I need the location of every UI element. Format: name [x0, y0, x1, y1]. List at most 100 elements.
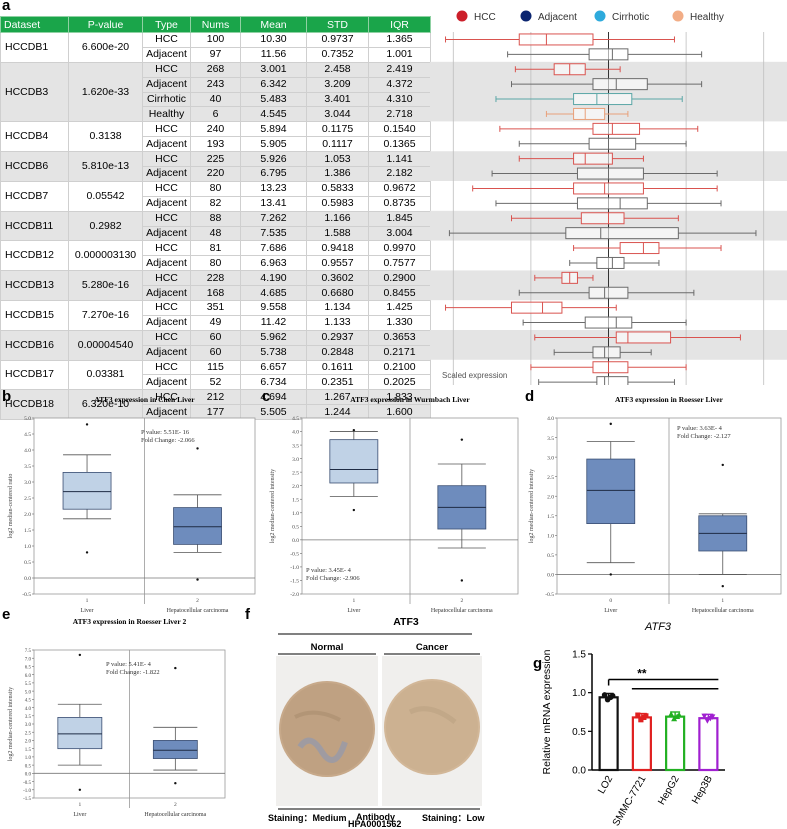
- ytick-label: 1.0: [292, 511, 299, 517]
- ihc-antibody-id: HPA0001562: [348, 819, 402, 829]
- legend-marker-adjacent: [520, 10, 532, 22]
- stat-annotation: P value: 5.51E- 16: [141, 429, 190, 436]
- table-row: Adjacent 168 4.685 0.6680 0.8455: [1, 285, 431, 302]
- cell-type: HCC: [142, 210, 191, 227]
- xtick-label: Hepatocellular carcinoma: [431, 608, 493, 614]
- ytick-label: 0.0: [292, 538, 299, 544]
- ytick-label: 3.0: [292, 457, 299, 463]
- ytick-label: 4.5: [24, 432, 31, 438]
- bar-hepg2: [665, 715, 686, 772]
- cell-std: 0.1175: [306, 121, 369, 138]
- legend-marker-hcc: [456, 10, 468, 22]
- ytick-label: 7.5: [25, 649, 32, 654]
- forest-box: [619, 242, 660, 255]
- col-pvalue: P-value: [68, 16, 143, 33]
- cell-nums: 48: [190, 225, 241, 242]
- ytick-label: 6.0: [25, 674, 32, 679]
- xtick-label: Hepatocellular carcinoma: [692, 608, 754, 614]
- cell-dataset: HCCDB7: [0, 180, 69, 212]
- ytick-label: -1.0: [23, 789, 31, 794]
- ihc-staining-cancer: Staining：Low: [422, 813, 485, 823]
- ytick-label: 3.0: [25, 723, 32, 728]
- outlier: [196, 578, 199, 581]
- cell-iqr: 1.425: [368, 300, 431, 316]
- cell-std: 1.588: [306, 225, 369, 242]
- cell-std: 1.386: [306, 166, 369, 182]
- cell-dataset: HCCDB4: [0, 121, 69, 153]
- ytick-label: 1.5: [572, 650, 586, 661]
- stat-annotation: Fold Change: -2.127: [677, 433, 731, 440]
- legend-label: Cirrhotic: [612, 12, 649, 23]
- cell-iqr: 4.310: [368, 91, 431, 108]
- cell-type: Adjacent: [142, 76, 191, 93]
- cell-iqr: 0.9672: [368, 180, 431, 197]
- ytick-label: -0.5: [545, 592, 554, 598]
- table-row: Adjacent 60 5.738 0.2848 0.2171: [1, 344, 431, 361]
- xtick-label: SMMC-7721: [611, 774, 649, 827]
- cell-nums: 60: [190, 344, 241, 361]
- cell-pvalue: 0.000003130: [68, 240, 143, 272]
- forest-box: [615, 331, 672, 344]
- outlier: [78, 788, 82, 791]
- cell-nums: 225: [190, 151, 241, 168]
- outlier: [721, 463, 724, 467]
- outlier: [352, 508, 356, 512]
- cell-type: Adjacent: [142, 46, 191, 63]
- cell-nums: 80: [190, 180, 241, 197]
- cell-iqr: 2.419: [368, 61, 431, 78]
- ytick-label: 4.0: [25, 707, 32, 712]
- cell-nums: 52: [190, 374, 241, 391]
- cell-iqr: 0.3653: [368, 329, 431, 346]
- ihc-normal-tissue-band: [297, 737, 348, 763]
- cell-iqr: 0.2171: [368, 344, 431, 361]
- cell-std: 0.2848: [306, 344, 369, 361]
- cell-mean: 5.926: [240, 151, 307, 168]
- cell-type: Cirrhotic: [142, 91, 191, 108]
- cell-nums: 243: [190, 76, 241, 93]
- cell-iqr: 1.833: [368, 389, 431, 406]
- table-row: HCCDB15 7.270e-16 HCC 351 9.558 1.134 1.425: [0, 300, 431, 331]
- ytick-label: 5.5: [25, 682, 32, 687]
- table-row: HCCDB17 0.03381 HCC 115 6.657 0.1611 0.2100: [0, 359, 431, 391]
- yaxis-label: Relative mRNA expression: [541, 649, 553, 774]
- roesser-liver-boxplot: ATF3 expression in Roesser Liver -0.5 0.0 0…: [529, 395, 782, 614]
- forest-box: [576, 167, 644, 180]
- box: [329, 439, 379, 484]
- roesser-liver-2-boxplot: ATF3 expression in Roesser Liver 2 -1.5 -1…: [8, 617, 226, 818]
- cell-iqr: 0.2025: [368, 374, 431, 391]
- yaxis-label: log2 median-centered intensity: [8, 687, 14, 761]
- cell-mean: 4.190: [240, 270, 307, 287]
- cell-mean: 11.56: [240, 46, 307, 63]
- cell-nums: 60: [190, 329, 241, 346]
- ytick-label: 0.0: [572, 766, 586, 777]
- cell-mean: 4.685: [240, 285, 307, 302]
- outlier: [721, 584, 724, 588]
- cell-type: Adjacent: [142, 136, 191, 153]
- ytick-label: 1.5: [547, 514, 554, 520]
- stat-annotation: P value: 5.41E- 4: [106, 661, 152, 668]
- ihc-cancer-core-stain: [386, 681, 478, 773]
- ytick-label: 4.0: [547, 416, 554, 422]
- cell-nums: 49: [190, 314, 241, 331]
- bar-lo2: [598, 696, 619, 772]
- cell-iqr: 1.365: [368, 32, 431, 48]
- ytick-label: 1.0: [547, 534, 554, 540]
- cell-mean: 6.734: [240, 374, 307, 391]
- panel-label-b: b: [2, 388, 12, 405]
- data-point: [641, 714, 647, 721]
- cell-type: Adjacent: [142, 225, 191, 242]
- box: [57, 717, 103, 750]
- ihc-title: ATF3: [393, 616, 419, 628]
- cell-mean: 6.342: [240, 76, 307, 93]
- cell-mean: 5.738: [240, 344, 307, 361]
- cell-iqr: 4.372: [368, 76, 431, 93]
- yaxis-label: log2 median-centered intensity: [270, 469, 276, 543]
- cell-nums: 40: [190, 91, 241, 108]
- data-point: [707, 715, 714, 722]
- cell-std: 0.2351: [306, 374, 369, 391]
- xtick-label: Hepatocellular carcinoma: [167, 608, 229, 614]
- outlier: [85, 551, 89, 554]
- outlier: [196, 447, 199, 450]
- col-std: STD: [306, 16, 369, 33]
- chen-liver-boxplot: ATF3 expression in Chen Liver -0.5 0.0 0.5 1…: [8, 395, 256, 614]
